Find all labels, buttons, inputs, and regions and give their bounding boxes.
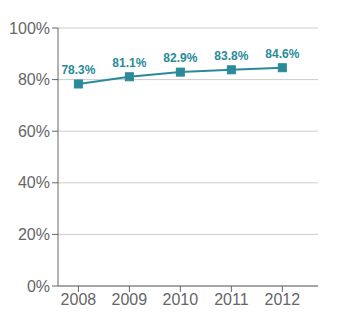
- svg-text:81.1%: 81.1%: [112, 56, 146, 70]
- svg-text:82.9%: 82.9%: [163, 51, 197, 65]
- svg-text:100%: 100%: [9, 20, 50, 37]
- svg-text:0%: 0%: [27, 278, 50, 295]
- svg-text:2009: 2009: [112, 291, 148, 308]
- svg-text:20%: 20%: [18, 226, 50, 243]
- svg-text:84.6%: 84.6%: [265, 47, 299, 61]
- svg-text:78.3%: 78.3%: [61, 63, 95, 77]
- svg-text:2012: 2012: [265, 291, 301, 308]
- svg-text:2008: 2008: [61, 291, 97, 308]
- svg-text:60%: 60%: [18, 123, 50, 140]
- svg-text:2010: 2010: [163, 291, 199, 308]
- svg-text:2011: 2011: [214, 291, 249, 308]
- svg-text:80%: 80%: [18, 71, 50, 88]
- svg-text:83.8%: 83.8%: [214, 49, 248, 63]
- svg-text:40%: 40%: [18, 174, 50, 191]
